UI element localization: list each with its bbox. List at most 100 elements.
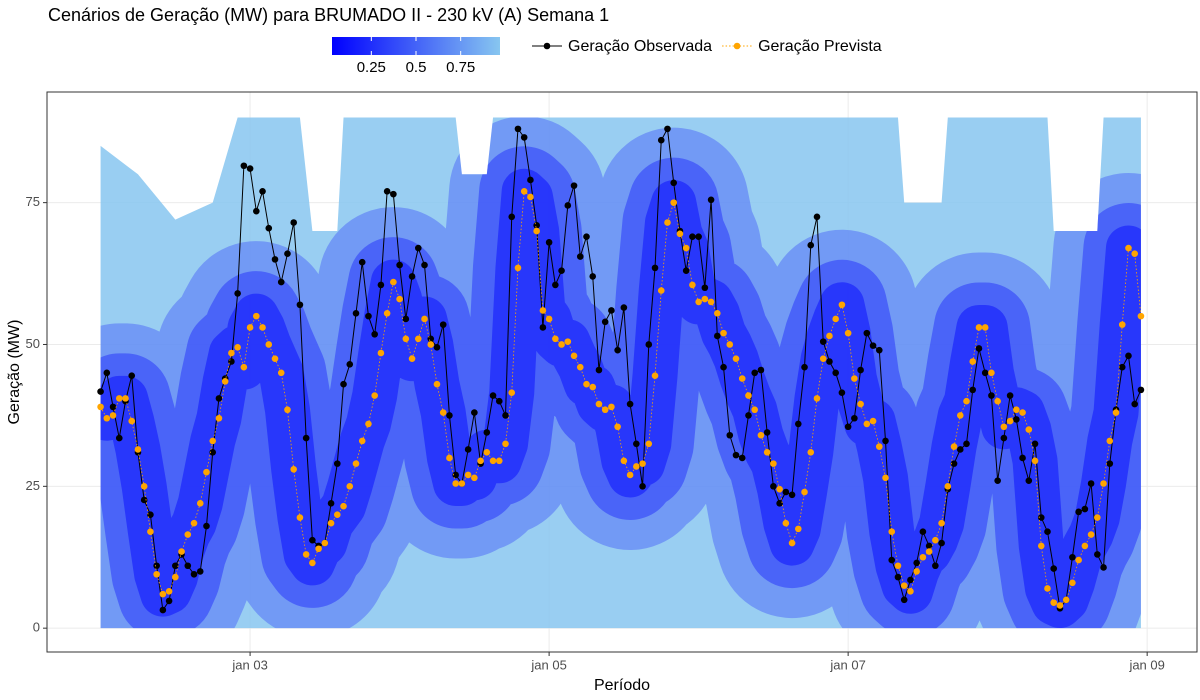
y-tick-label: 75 [26,194,40,209]
data-point [552,335,559,343]
data-point [1075,508,1082,516]
x-tick-label: jan 03 [231,657,267,672]
data-point [944,483,952,490]
data-point [1118,363,1126,371]
data-point [495,457,503,465]
data-point [414,335,422,343]
data-point [358,258,366,266]
data-point [570,182,578,189]
data-point [900,582,908,589]
data-point [745,392,752,399]
data-point [701,284,709,292]
data-point [1044,528,1051,536]
data-point [358,437,366,445]
data-point [140,496,148,504]
data-point [819,355,827,362]
data-point [302,434,310,442]
data-point [589,383,597,391]
data-point [807,241,815,249]
data-point [290,219,297,226]
data-point [1137,386,1145,394]
data-point [265,224,273,232]
data-point [277,278,285,286]
data-point [851,414,858,422]
data-point [147,528,154,536]
data-point [514,264,522,272]
data-point [284,406,291,414]
data-point [608,403,615,411]
data-point [402,335,410,343]
data-point [689,281,696,289]
data-point [140,483,148,490]
data-point [527,193,534,201]
data-point [309,559,316,567]
data-point [396,295,403,303]
data-point [483,429,491,436]
data-point [165,587,173,595]
data-point [552,281,559,289]
data-point [1100,480,1107,487]
data-point [327,519,335,527]
data-point [738,454,746,462]
data-point [832,369,839,377]
data-point [346,361,354,368]
data-point [657,136,665,144]
data-point [228,349,235,357]
data-point [277,369,285,377]
data-point [807,448,815,456]
data-point [147,511,154,518]
data-point [956,446,964,453]
data-point [626,471,634,479]
data-point [253,207,260,215]
data-point [302,551,310,558]
data-point [365,312,372,320]
data-point [913,568,920,575]
data-point [882,474,889,482]
data-point [502,440,509,448]
data-point [614,346,621,354]
data-point [689,233,696,240]
data-point [682,244,690,252]
data-point [97,403,104,411]
data-point [271,256,279,263]
data-point [352,460,360,467]
x-tick-label: jan 07 [829,657,865,672]
data-point [720,363,727,371]
data-point [109,412,117,419]
data-point [290,466,297,473]
data-point [1106,460,1114,467]
data-point [1019,409,1026,416]
data-point [751,406,758,414]
data-point [732,355,740,362]
data-point [732,451,740,459]
data-point [1081,505,1089,513]
data-point [178,548,185,555]
data-point [315,545,322,553]
data-point [439,321,447,328]
data-point [763,429,771,436]
data-point [495,397,503,405]
data-point [994,477,1001,484]
data-point [601,318,609,326]
data-point [215,414,223,422]
data-point [196,568,204,575]
data-point [620,457,628,465]
data-point [851,375,858,382]
data-point [1118,321,1126,328]
data-point [633,463,640,470]
data-point [975,345,983,352]
data-point [620,304,628,311]
data-point [1050,565,1058,572]
data-point [714,309,721,317]
data-point [340,502,347,510]
data-point [869,342,877,349]
data-point [875,443,883,450]
data-point [1125,244,1132,252]
data-point [595,400,603,408]
data-point [956,412,964,419]
data-point [894,562,902,570]
series-line [100,127,1142,612]
data-point [184,562,192,570]
data-point [826,358,833,365]
data-point [981,324,989,331]
